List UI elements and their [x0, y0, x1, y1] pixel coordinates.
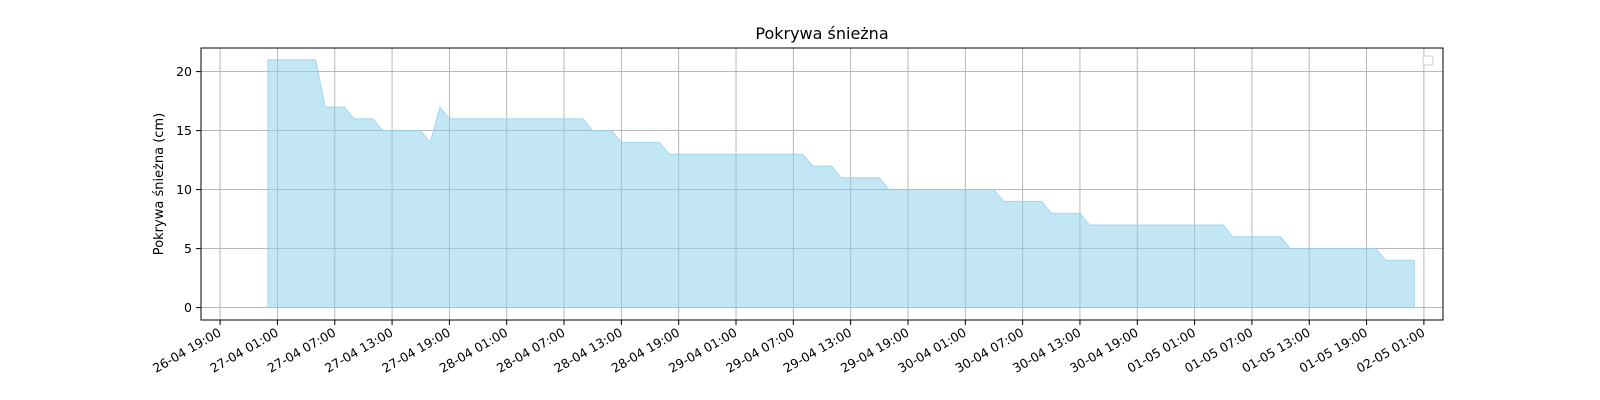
y-tick-label: 0 — [184, 300, 192, 315]
snow-cover-area — [267, 59, 1415, 308]
y-tick-label: 15 — [176, 123, 192, 138]
y-axis-label: Pokrywa śnieżna (cm) — [152, 113, 167, 255]
y-tick-label: 5 — [184, 241, 192, 256]
y-tick-label: 10 — [176, 182, 192, 197]
snow-cover-line — [267, 59, 1415, 309]
y-tick-label: 20 — [176, 64, 192, 79]
legend-box — [1422, 55, 1434, 66]
chart-title: Pokrywa śnieżna — [755, 24, 888, 43]
plot-frame — [200, 47, 1444, 321]
